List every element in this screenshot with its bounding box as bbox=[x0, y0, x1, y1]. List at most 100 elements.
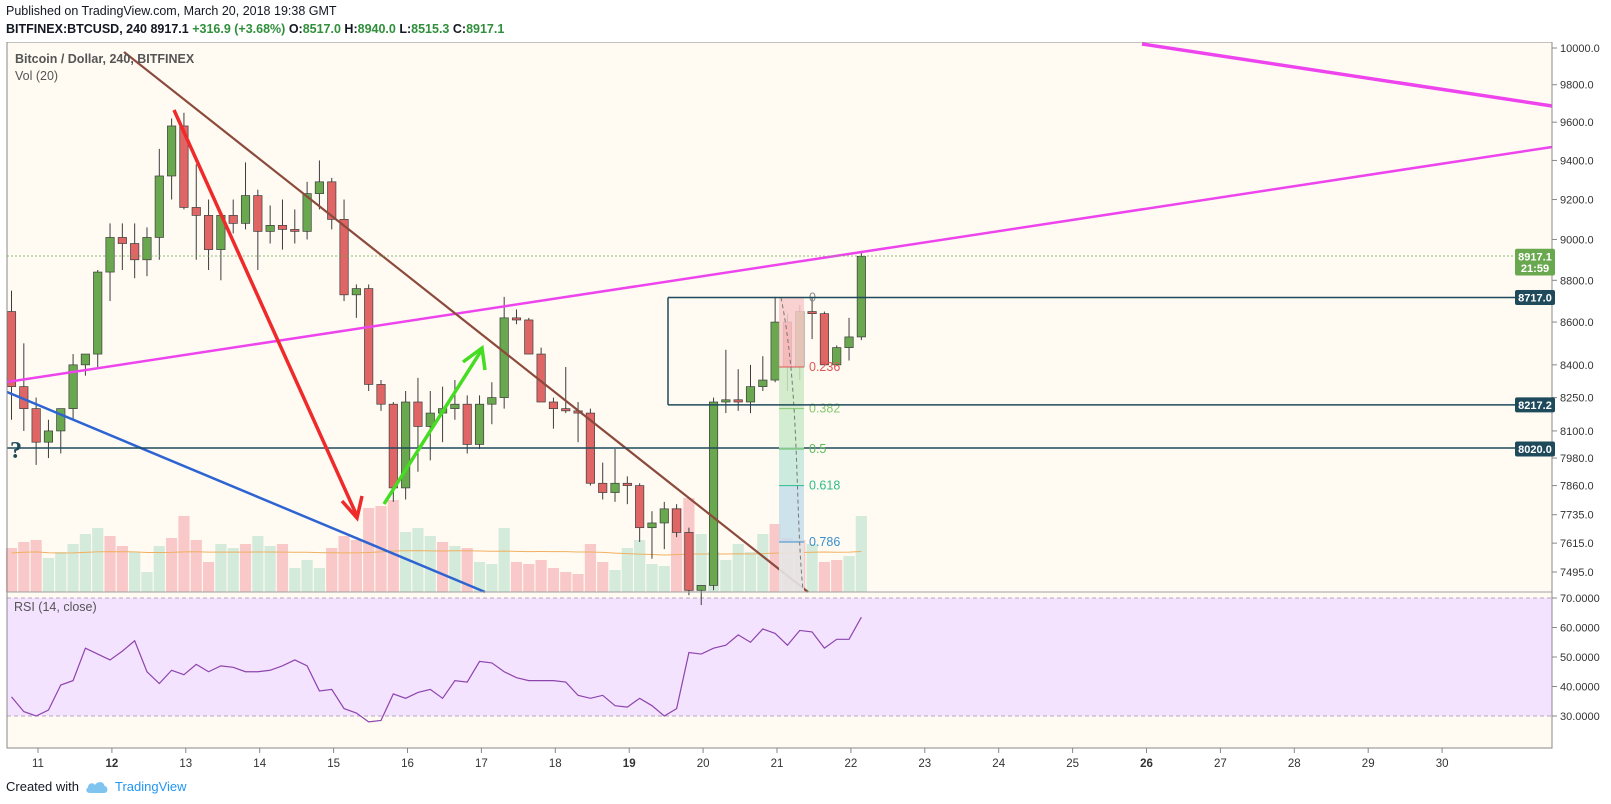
candle-down bbox=[290, 229, 300, 232]
volume-bar bbox=[400, 532, 412, 592]
fib-band bbox=[779, 485, 804, 542]
low-label: L: bbox=[399, 22, 412, 36]
price-tick-label: 9600.0 bbox=[1560, 117, 1594, 129]
green-arrow-head bbox=[461, 344, 487, 371]
volume-bar bbox=[818, 562, 830, 592]
price-label-box bbox=[1515, 248, 1555, 264]
price-tick-label: 9800.0 bbox=[1560, 80, 1594, 92]
price-label-text: 8917.1 bbox=[1518, 251, 1552, 263]
volume-bar bbox=[326, 548, 338, 592]
candle-up bbox=[240, 195, 251, 224]
rsi-line bbox=[11, 616, 862, 723]
candle-up bbox=[844, 336, 854, 348]
candle-up bbox=[474, 403, 485, 445]
candle-down bbox=[376, 384, 386, 405]
candle-down bbox=[684, 532, 694, 591]
candle-down bbox=[6, 311, 17, 387]
candle-down bbox=[191, 207, 201, 216]
volume-bar bbox=[855, 516, 867, 592]
volume-bar bbox=[363, 508, 375, 592]
rsi-polyline bbox=[11, 616, 862, 723]
candle-down bbox=[179, 125, 189, 208]
price-tick-label: 7860.0 bbox=[1560, 481, 1594, 493]
candle-down bbox=[364, 288, 374, 385]
symbol-name: BITFINEX:BTCUSD, 240 bbox=[6, 22, 147, 36]
time-tick-label: 29 bbox=[1362, 758, 1375, 770]
rsi-band bbox=[7, 598, 1552, 716]
volume-bar bbox=[79, 534, 91, 592]
volume-bar bbox=[387, 500, 399, 592]
rsi-axis[interactable]: 70.0000 60.0000 50.0000 40.0000 30.0000 bbox=[1552, 593, 1600, 723]
time-tick-label: 27 bbox=[1214, 758, 1227, 770]
candle-up bbox=[154, 175, 164, 238]
time-tick-label: 13 bbox=[179, 758, 192, 770]
candle-down bbox=[672, 508, 682, 533]
rsi-tick-label: 40.0000 bbox=[1560, 682, 1600, 694]
magenta-trendline-lower bbox=[6, 145, 1553, 384]
candle-up bbox=[68, 364, 78, 409]
magenta-trendline-upper bbox=[1141, 42, 1553, 108]
volume-bar bbox=[609, 570, 621, 592]
candle-up bbox=[832, 347, 842, 366]
price-labels: 8917.121:59 8717.0 8217.2 8020.0 bbox=[1515, 248, 1555, 457]
volume-bar bbox=[658, 566, 670, 592]
candle-up bbox=[696, 585, 706, 591]
cloud-icon bbox=[86, 781, 108, 793]
time-tick-label: 21 bbox=[771, 758, 784, 770]
volume-bar bbox=[264, 546, 276, 592]
volume-bar bbox=[301, 560, 313, 592]
candle-up bbox=[425, 412, 435, 427]
candle-up bbox=[265, 225, 275, 232]
candle-down bbox=[339, 219, 349, 296]
price-label-text: 8020.0 bbox=[1518, 444, 1552, 456]
candle-up bbox=[721, 399, 731, 403]
volume-ma-line bbox=[11, 550, 862, 556]
close-label: C: bbox=[452, 22, 467, 36]
price-label-box bbox=[1515, 260, 1555, 276]
volume-bar bbox=[424, 536, 436, 592]
volume-bar bbox=[239, 544, 252, 592]
volume-bar bbox=[597, 562, 609, 592]
volume-bar bbox=[560, 572, 572, 592]
fib-level-label: 0.382 bbox=[809, 402, 840, 416]
fib-level-label: 0.786 bbox=[809, 535, 840, 549]
candle-down bbox=[807, 311, 817, 314]
time-tick-label: 16 bbox=[401, 758, 414, 770]
price-tick-label: 7615.0 bbox=[1560, 538, 1594, 550]
volume-bar bbox=[252, 536, 264, 592]
volume-bar bbox=[744, 552, 757, 592]
volume-bar bbox=[547, 568, 560, 592]
footer: Created with TradingView bbox=[6, 779, 187, 794]
volume-bar bbox=[572, 574, 584, 592]
volume-bar bbox=[510, 562, 523, 592]
candle-down bbox=[31, 408, 41, 443]
candle-up bbox=[659, 508, 669, 524]
chart-title: Bitcoin / Dollar, 240, BITFINEX bbox=[15, 52, 195, 66]
volume-bar bbox=[227, 548, 239, 592]
fib-level-label: 0.236 bbox=[809, 360, 840, 374]
time-tick-label: 22 bbox=[845, 758, 858, 770]
candle-up bbox=[43, 430, 53, 443]
candle-up bbox=[56, 408, 66, 432]
time-axis[interactable]: 11 12 13 14 15 16 17 18 19 20 21 22 23 24 25 26 27 28 29 30 bbox=[32, 748, 1448, 770]
tradingview-link[interactable]: TradingView bbox=[114, 779, 187, 794]
volume-bar bbox=[55, 552, 67, 592]
volume-bar bbox=[350, 540, 362, 592]
volume-bar bbox=[757, 534, 769, 592]
price-tick-label: 8800.0 bbox=[1560, 275, 1594, 287]
price-tick-label: 7735.0 bbox=[1560, 510, 1594, 522]
candle-up bbox=[487, 397, 497, 405]
blue-trendline bbox=[6, 390, 486, 594]
volume-bar bbox=[473, 562, 486, 592]
candle-up bbox=[758, 379, 768, 387]
volume-bar bbox=[535, 560, 547, 592]
candle-up bbox=[708, 401, 719, 586]
volume-legend: Vol (20) bbox=[15, 69, 58, 83]
time-tick-label: 19 bbox=[623, 758, 636, 770]
price-axis[interactable]: 10000.0 9800.0 9600.0 9400.0 9200.0 9000.0 880… bbox=[1552, 43, 1600, 579]
price-tick-label: 10000.0 bbox=[1560, 43, 1600, 55]
rsi-tick-label: 30.0000 bbox=[1560, 711, 1600, 723]
time-tick-label: 25 bbox=[1066, 758, 1079, 770]
